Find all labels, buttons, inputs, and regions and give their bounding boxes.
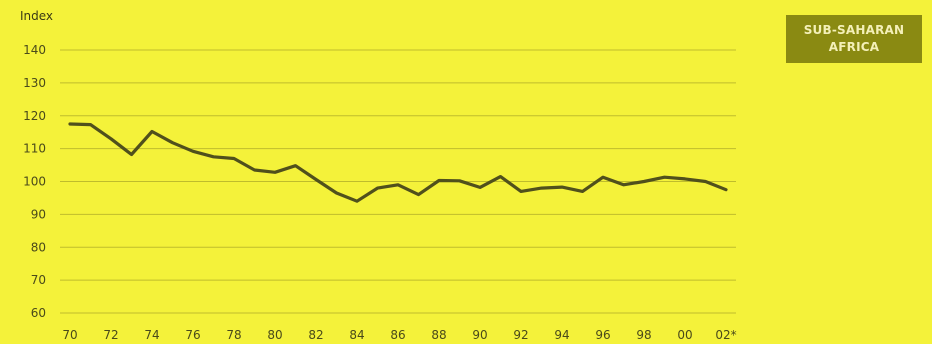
y-tick-label: 70 (31, 273, 46, 287)
x-tick-label: 72 (103, 328, 118, 342)
y-tick-label: 60 (31, 306, 46, 320)
x-tick-label: 02* (715, 328, 736, 342)
x-tick-label: 94 (554, 328, 569, 342)
x-tick-label: 86 (390, 328, 405, 342)
x-tick-label: 82 (308, 328, 323, 342)
x-tick-label: 98 (636, 328, 651, 342)
y-tick-label: 120 (23, 109, 46, 123)
y-tick-labels: 60 70 80 90 100 110 120 130 140 (23, 43, 46, 320)
y-axis-label: Index (20, 9, 53, 23)
region-badge-line-1: SUB-SAHARAN (803, 23, 905, 37)
x-tick-label: 84 (349, 328, 364, 342)
y-tick-label: 100 (23, 175, 46, 189)
y-tick-label: 80 (31, 240, 46, 254)
x-tick-label: 70 (62, 328, 77, 342)
x-tick-label: 78 (226, 328, 241, 342)
x-tick-label: 76 (185, 328, 200, 342)
x-tick-labels: 70 72 74 76 78 80 82 84 86 88 90 92 94 96 98 00 02* (62, 328, 736, 342)
x-tick-label: 88 (431, 328, 446, 342)
x-tick-label: 74 (144, 328, 159, 342)
y-tick-label: 130 (23, 76, 46, 90)
x-tick-label: 90 (472, 328, 487, 342)
y-tick-label: 110 (23, 142, 46, 156)
x-tick-label: 96 (595, 328, 610, 342)
region-badge: SUB-SAHARAN AFRICA (786, 15, 922, 63)
y-tick-label: 140 (23, 43, 46, 57)
grid-lines (60, 49, 736, 314)
region-badge-line-2: AFRICA (828, 40, 880, 54)
x-tick-label: 00 (677, 328, 692, 342)
y-tick-label: 90 (31, 207, 46, 221)
x-tick-label: 92 (513, 328, 528, 342)
index-series-line (68, 122, 728, 203)
x-tick-label: 80 (267, 328, 282, 342)
